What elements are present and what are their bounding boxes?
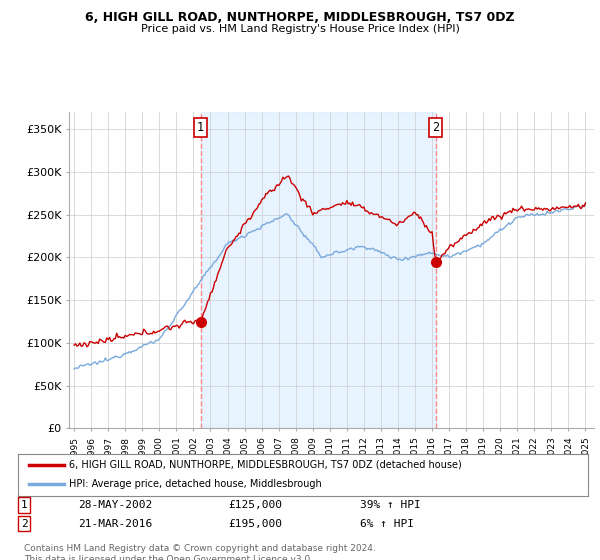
Text: Price paid vs. HM Land Registry's House Price Index (HPI): Price paid vs. HM Land Registry's House …: [140, 24, 460, 34]
Text: Contains HM Land Registry data © Crown copyright and database right 2024.
This d: Contains HM Land Registry data © Crown c…: [24, 544, 376, 560]
Text: HPI: Average price, detached house, Middlesbrough: HPI: Average price, detached house, Midd…: [70, 479, 322, 489]
Text: 6, HIGH GILL ROAD, NUNTHORPE, MIDDLESBROUGH, TS7 0DZ (detached house): 6, HIGH GILL ROAD, NUNTHORPE, MIDDLESBRO…: [70, 460, 462, 470]
Text: 2: 2: [20, 519, 28, 529]
Text: 2: 2: [432, 121, 439, 134]
Text: 6, HIGH GILL ROAD, NUNTHORPE, MIDDLESBROUGH, TS7 0DZ: 6, HIGH GILL ROAD, NUNTHORPE, MIDDLESBRO…: [85, 11, 515, 24]
Text: 6% ↑ HPI: 6% ↑ HPI: [360, 519, 414, 529]
Text: 21-MAR-2016: 21-MAR-2016: [78, 519, 152, 529]
Text: 1: 1: [197, 121, 204, 134]
Text: 1: 1: [20, 500, 28, 510]
Text: 28-MAY-2002: 28-MAY-2002: [78, 500, 152, 510]
Text: £195,000: £195,000: [228, 519, 282, 529]
Text: £125,000: £125,000: [228, 500, 282, 510]
Bar: [200, 112, 436, 428]
Text: 39% ↑ HPI: 39% ↑ HPI: [360, 500, 421, 510]
